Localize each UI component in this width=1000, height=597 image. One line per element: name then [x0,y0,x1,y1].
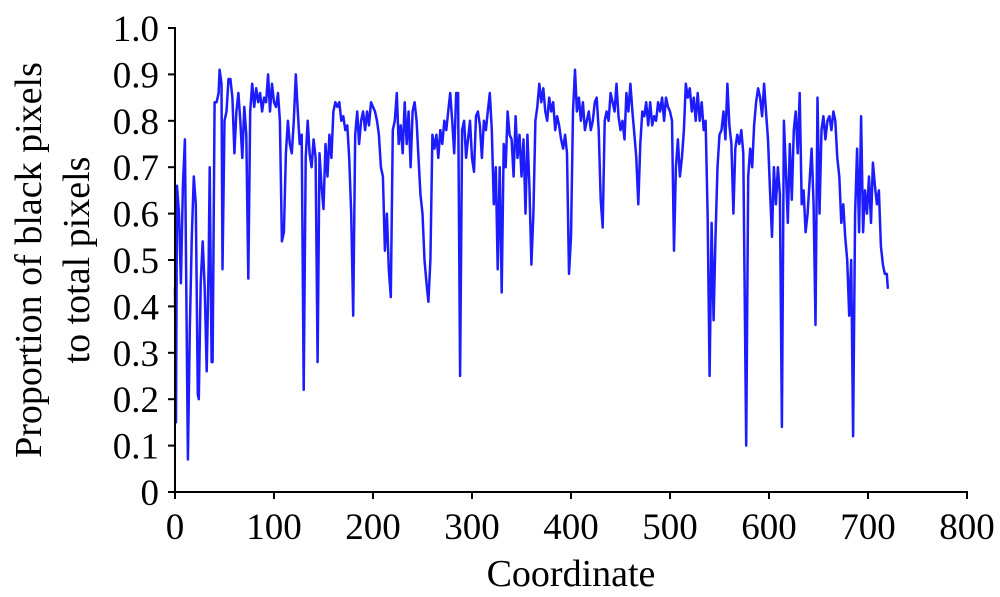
x-tick-label: 200 [345,507,401,548]
x-tick-label: 100 [246,507,302,548]
x-axis-title: Coordinate [487,553,656,595]
y-axis-ticks: 0 0.1 0.2 0.3 0.4 0.5 0.6 0.7 0.8 0.9 1.0 [113,9,175,514]
x-tick-label: 700 [840,507,896,548]
y-tick-label: 0.9 [113,55,159,96]
x-tick-label: 600 [741,507,797,548]
y-tick-label: 0.7 [113,148,159,189]
series-group [173,68,890,461]
y-tick-label: 0.4 [113,287,159,328]
y-tick-label: 0.5 [113,241,159,282]
x-tick-label: 500 [642,507,698,548]
y-tick-label: 0.8 [113,102,159,143]
y-axis-title-line-1: Proportion of black pixels [8,62,50,458]
y-tick-label: 0.6 [113,195,159,236]
y-tick-label: 0 [141,473,160,514]
x-tick-label: 800 [939,507,995,548]
y-axis-title-line-2: to total pixels [56,157,98,364]
x-tick-label: 300 [444,507,500,548]
x-axis-ticks: 0 100 200 300 400 500 600 700 800 [166,492,995,548]
x-tick-label: 400 [543,507,599,548]
x-tick-label: 0 [166,507,185,548]
y-tick-label: 0.2 [113,380,159,421]
y-tick-label: 1.0 [113,9,159,50]
series-line [173,68,890,461]
y-tick-label: 0.3 [113,334,159,375]
y-tick-label: 0.1 [113,427,159,468]
